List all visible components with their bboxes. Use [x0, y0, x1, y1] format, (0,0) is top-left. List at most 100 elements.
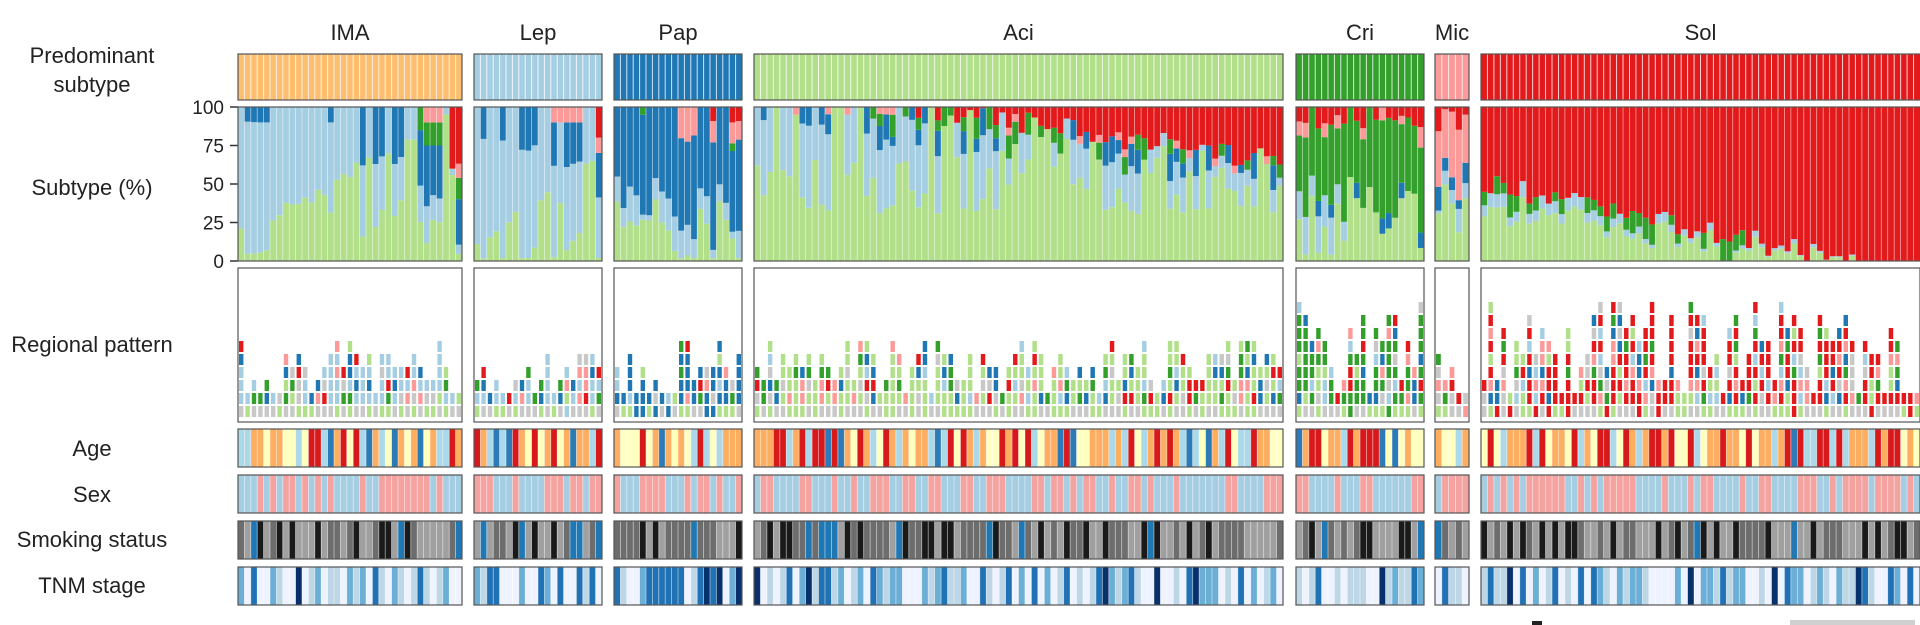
- regional-cell-other: [1849, 354, 1855, 365]
- regional-cell-sol: [481, 367, 486, 378]
- subtype-bar-aci: [1031, 117, 1038, 261]
- subtype-bar-aci: [1134, 213, 1142, 261]
- subtype-bar-pap: [359, 107, 366, 166]
- age-cell: [1031, 429, 1038, 467]
- regional-cell-aci: [1488, 302, 1493, 313]
- tnm-cell: [1732, 567, 1740, 605]
- smoking-cell: [876, 521, 884, 559]
- regional-cell-pap: [993, 380, 999, 391]
- label-regional-pattern: Regional pattern: [11, 332, 172, 357]
- subtype-bar-sol: [1765, 107, 1772, 256]
- regional-cell-other: [1109, 406, 1115, 417]
- tnm-cell: [1552, 567, 1559, 605]
- regional-cell-sol: [1553, 393, 1558, 404]
- sex-cell: [1257, 475, 1264, 513]
- regional-cell-sol: [1727, 354, 1732, 365]
- regional-cell-sol: [1200, 380, 1205, 391]
- smoking-cell: [1616, 521, 1624, 559]
- tnm-cell: [372, 567, 379, 605]
- age-cell: [1506, 429, 1514, 467]
- regional-cell-sol: [1611, 367, 1616, 378]
- sex-cell: [1506, 475, 1514, 513]
- age-cell: [1668, 429, 1675, 467]
- tnm-cell: [1790, 567, 1798, 605]
- regional-cell-aci: [1869, 393, 1874, 404]
- age-cell: [1115, 429, 1122, 467]
- regional-cell-other: [1849, 367, 1855, 378]
- subtype-bar-cri: [1385, 117, 1392, 214]
- regional-cell-aci: [1109, 354, 1115, 365]
- regional-cell-aci: [1316, 406, 1321, 417]
- tnm-cell: [518, 567, 526, 605]
- regional-cell-pap: [1546, 393, 1552, 404]
- regional-cell-lep: [354, 367, 359, 378]
- regional-cell-sol: [1888, 393, 1894, 404]
- sex-cell: [697, 475, 704, 513]
- regional-cell-aci: [793, 354, 799, 365]
- sex-cell: [1584, 475, 1591, 513]
- subtype-bar-lep: [1160, 133, 1167, 147]
- smoking-cell: [314, 521, 322, 559]
- regional-cell-aci: [640, 367, 645, 378]
- subtype-bar-lep: [1018, 132, 1025, 174]
- age-cell: [550, 429, 558, 467]
- regional-cell-other: [916, 406, 921, 417]
- regional-cell-sol: [1746, 354, 1752, 365]
- regional-cell-cri: [1418, 315, 1423, 326]
- sex-cell: [1095, 475, 1103, 513]
- subtype-bar-lep: [760, 120, 767, 196]
- subtype-bar-lep: [314, 107, 322, 190]
- age-cell: [1648, 429, 1656, 467]
- sex-cell: [1706, 475, 1714, 513]
- subtype-bar-lep: [934, 156, 942, 214]
- regional-cell-aci: [245, 406, 250, 417]
- regional-cell-cri: [1316, 354, 1321, 365]
- sex-cell: [857, 475, 864, 513]
- row-labels: Predominant subtype Subtype (%) Regional…: [11, 43, 172, 598]
- sex-cell: [1404, 475, 1412, 513]
- sex-cell: [716, 475, 723, 513]
- smoking-cell: [1448, 521, 1456, 559]
- age-cell: [735, 429, 742, 467]
- subtype-bar-sol: [1816, 107, 1824, 251]
- subtype-bar-aci: [1706, 230, 1714, 261]
- smoking-cell: [480, 521, 487, 559]
- smoking-cell: [1674, 521, 1682, 559]
- smoking-cell: [928, 521, 935, 559]
- tnm-cell: [1057, 567, 1064, 605]
- smoking-cell: [716, 521, 723, 559]
- regional-cell-other: [424, 393, 429, 404]
- regional-cell-sol: [1695, 354, 1700, 365]
- smoking-cell: [1462, 521, 1469, 559]
- regional-cell-sol: [1869, 406, 1874, 417]
- age-cell: [947, 429, 954, 467]
- regional-cell-aci: [909, 380, 915, 391]
- subtype-bar-aci: [1411, 193, 1418, 261]
- regional-cell-lep: [1161, 380, 1166, 391]
- age-cell: [1526, 429, 1533, 467]
- frame-pre-ima: [237, 53, 463, 101]
- regional-cell-mic: [1636, 380, 1642, 391]
- tnm-cell: [1700, 567, 1707, 605]
- regional-cell-cri: [1624, 341, 1629, 352]
- tnm-cell: [1855, 567, 1862, 605]
- regional-cell-other: [704, 367, 709, 378]
- regional-cell-sol: [1908, 393, 1913, 404]
- regional-cell-sol: [354, 354, 359, 365]
- regional-cell-lep: [590, 380, 595, 391]
- regional-cell-sol: [698, 380, 703, 391]
- sex-cell: [538, 475, 545, 513]
- subtype-bar-lep: [1539, 195, 1546, 209]
- subtype-bar-sol: [1836, 107, 1843, 257]
- regional-cell-aci: [916, 380, 921, 391]
- regional-cell-cri: [1501, 341, 1506, 352]
- regional-cell-pap: [653, 380, 658, 391]
- smoking-cell: [366, 521, 373, 559]
- age-cell: [244, 429, 251, 467]
- subtype-bar-aci: [1519, 197, 1527, 261]
- regional-cell-pap: [1264, 354, 1270, 365]
- subtype-bar-cri: [1726, 241, 1733, 261]
- sex-cell: [1526, 475, 1533, 513]
- sex-cell: [582, 475, 590, 513]
- regional-cell-sol: [1501, 354, 1506, 365]
